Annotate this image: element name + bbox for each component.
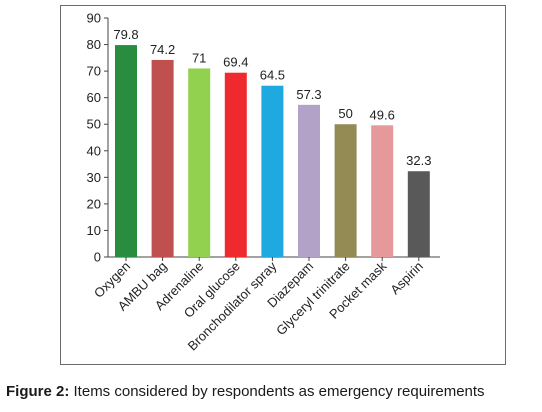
bar: [188, 68, 211, 257]
data-label: 79.8: [113, 27, 138, 42]
bar: [334, 124, 357, 257]
bar: [407, 171, 430, 257]
data-label: 74.2: [150, 42, 175, 57]
data-label: 64.5: [260, 68, 285, 83]
y-tick-label: 20: [87, 196, 101, 211]
y-tick-label: 50: [87, 117, 101, 132]
bar: [298, 104, 320, 257]
data-label: 71: [192, 50, 206, 65]
chart-frame: [60, 5, 506, 365]
caption-label: Figure 2:: [6, 383, 70, 400]
data-label: 32.3: [406, 153, 431, 168]
bar: [371, 125, 394, 257]
bar: [151, 59, 174, 257]
y-tick-label: 30: [87, 170, 101, 185]
data-label: 49.6: [370, 107, 395, 122]
data-label: 69.4: [223, 55, 248, 70]
y-tick-label: 0: [94, 250, 101, 265]
y-tick-label: 60: [87, 90, 101, 105]
y-tick-label: 70: [87, 64, 101, 79]
figure-caption: Figure 2: Items considered by respondent…: [6, 383, 541, 400]
data-label: 50: [338, 106, 352, 121]
bar: [115, 45, 137, 257]
y-tick-label: 90: [87, 11, 101, 26]
data-label: 57.3: [296, 87, 321, 102]
bar: [261, 85, 284, 257]
y-tick-label: 80: [87, 37, 101, 52]
caption-text: Items considered by respondents as emerg…: [69, 383, 485, 400]
bar: [224, 72, 247, 258]
category-label: Aspirin: [387, 259, 426, 298]
y-tick-label: 10: [87, 223, 101, 238]
y-tick-label: 40: [87, 143, 101, 158]
